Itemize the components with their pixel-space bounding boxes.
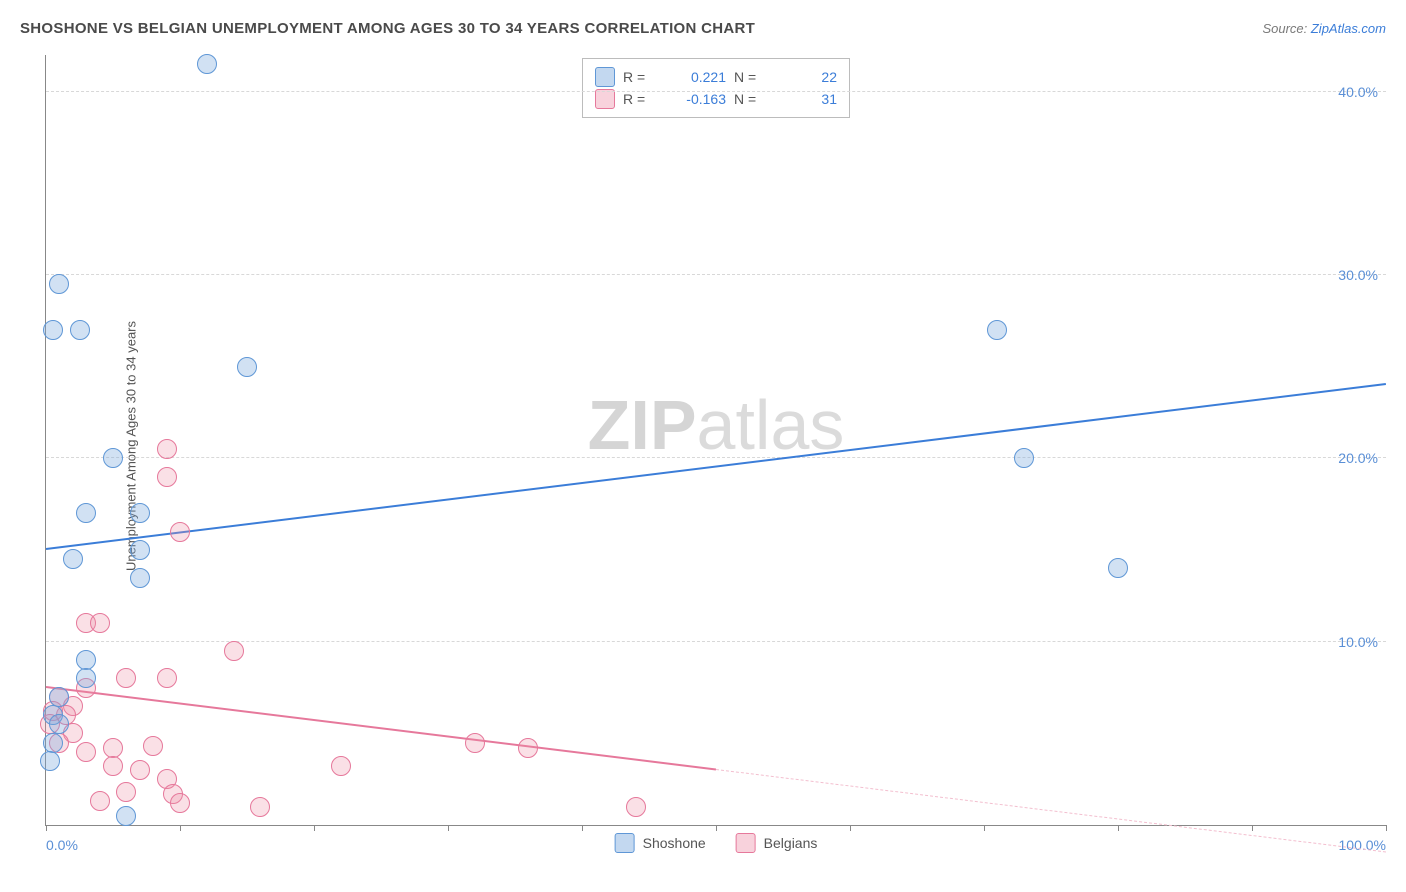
data-point-shoshone <box>130 568 150 588</box>
n-label: N = <box>734 91 769 107</box>
n-label: N = <box>734 69 769 85</box>
data-point-shoshone <box>43 733 63 753</box>
gridline-h <box>46 457 1386 458</box>
n-value-shoshone: 22 <box>777 69 837 85</box>
trend-line <box>46 686 716 770</box>
chart-title: SHOSHONE VS BELGIAN UNEMPLOYMENT AMONG A… <box>20 20 755 37</box>
data-point-shoshone <box>130 540 150 560</box>
n-value-belgians: 31 <box>777 91 837 107</box>
r-value-belgians: -0.163 <box>666 91 726 107</box>
x-tick <box>180 825 181 831</box>
legend-item-shoshone: Shoshone <box>615 833 706 853</box>
x-tick <box>1118 825 1119 831</box>
data-point-shoshone <box>987 320 1007 340</box>
y-tick-label: 30.0% <box>1330 267 1378 283</box>
swatch-blue <box>595 67 615 87</box>
data-point-belgians <box>103 738 123 758</box>
r-label: R = <box>623 91 658 107</box>
data-point-shoshone <box>130 503 150 523</box>
data-point-belgians <box>224 641 244 661</box>
data-point-shoshone <box>76 668 96 688</box>
data-point-shoshone <box>116 806 136 826</box>
correlation-legend: R = 0.221 N = 22 R = -0.163 N = 31 <box>582 58 850 118</box>
chart-container: SHOSHONE VS BELGIAN UNEMPLOYMENT AMONG A… <box>0 0 1406 892</box>
source-link[interactable]: ZipAtlas.com <box>1311 21 1386 36</box>
x-tick <box>850 825 851 831</box>
data-point-belgians <box>157 668 177 688</box>
data-point-belgians <box>626 797 646 817</box>
data-point-belgians <box>250 797 270 817</box>
x-tick <box>984 825 985 831</box>
gridline-h <box>46 91 1386 92</box>
trend-line <box>46 383 1386 550</box>
data-point-shoshone <box>237 357 257 377</box>
x-tick <box>314 825 315 831</box>
x-tick <box>582 825 583 831</box>
data-point-shoshone <box>76 650 96 670</box>
x-tick <box>1252 825 1253 831</box>
data-point-belgians <box>90 613 110 633</box>
watermark: ZIPatlas <box>588 385 845 465</box>
data-point-shoshone <box>49 687 69 707</box>
data-point-belgians <box>103 756 123 776</box>
data-point-shoshone <box>197 54 217 74</box>
data-point-shoshone <box>49 274 69 294</box>
x-tick <box>716 825 717 831</box>
watermark-bold: ZIP <box>588 386 697 464</box>
legend-label-belgians: Belgians <box>764 835 818 851</box>
y-tick-label: 40.0% <box>1330 84 1378 100</box>
swatch-blue <box>615 833 635 853</box>
gridline-h <box>46 274 1386 275</box>
data-point-shoshone <box>49 714 69 734</box>
data-point-belgians <box>76 742 96 762</box>
y-tick-label: 20.0% <box>1330 450 1378 466</box>
x-tick <box>448 825 449 831</box>
data-point-shoshone <box>70 320 90 340</box>
legend-row-belgians: R = -0.163 N = 31 <box>595 89 837 109</box>
source-prefix: Source: <box>1262 21 1310 36</box>
data-point-belgians <box>116 782 136 802</box>
data-point-belgians <box>116 668 136 688</box>
swatch-pink <box>736 833 756 853</box>
data-point-belgians <box>90 791 110 811</box>
x-tick-label: 0.0% <box>46 837 78 853</box>
data-point-belgians <box>331 756 351 776</box>
legend-label-shoshone: Shoshone <box>643 835 706 851</box>
r-value-shoshone: 0.221 <box>666 69 726 85</box>
legend-row-shoshone: R = 0.221 N = 22 <box>595 67 837 87</box>
data-point-belgians <box>143 736 163 756</box>
plot-area: ZIPatlas R = 0.221 N = 22 R = -0.163 N =… <box>45 55 1386 826</box>
data-point-shoshone <box>103 448 123 468</box>
data-point-shoshone <box>76 503 96 523</box>
gridline-h <box>46 641 1386 642</box>
legend-item-belgians: Belgians <box>736 833 818 853</box>
x-tick <box>1386 825 1387 831</box>
data-point-shoshone <box>40 751 60 771</box>
series-legend: Shoshone Belgians <box>615 833 818 853</box>
data-point-belgians <box>465 733 485 753</box>
data-point-belgians <box>170 522 190 542</box>
data-point-belgians <box>170 793 190 813</box>
x-tick <box>46 825 47 831</box>
source-credit: Source: ZipAtlas.com <box>1262 21 1386 36</box>
data-point-belgians <box>157 467 177 487</box>
data-point-shoshone <box>43 320 63 340</box>
r-label: R = <box>623 69 658 85</box>
data-point-belgians <box>518 738 538 758</box>
data-point-shoshone <box>1014 448 1034 468</box>
data-point-belgians <box>157 439 177 459</box>
data-point-belgians <box>130 760 150 780</box>
data-point-shoshone <box>63 549 83 569</box>
title-row: SHOSHONE VS BELGIAN UNEMPLOYMENT AMONG A… <box>20 20 1386 37</box>
data-point-shoshone <box>1108 558 1128 578</box>
swatch-pink <box>595 89 615 109</box>
y-tick-label: 10.0% <box>1330 634 1378 650</box>
